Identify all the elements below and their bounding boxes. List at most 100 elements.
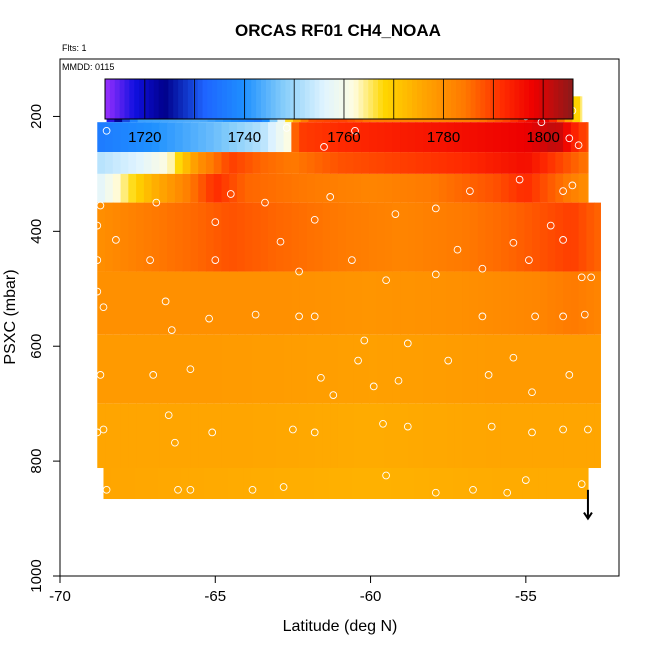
- heatmap-cell: [507, 468, 516, 500]
- heatmap-cell: [392, 122, 401, 153]
- heatmap-cell: [299, 334, 308, 404]
- heatmap-cell: [330, 122, 339, 153]
- heatmap-cell: [244, 152, 254, 174]
- heatmap-cell: [483, 468, 493, 500]
- heatmap-cell: [578, 271, 587, 335]
- colorbar-swatch: [202, 79, 208, 119]
- heatmap-cell: [283, 271, 292, 335]
- heatmap-cell: [143, 334, 153, 404]
- x-tick-label: -60: [360, 588, 382, 605]
- heatmap-cell: [577, 468, 586, 500]
- sample-point: [453, 245, 462, 254]
- colorbar-swatch: [285, 79, 291, 119]
- sample-point: [93, 256, 102, 264]
- heatmap-cell: [112, 271, 122, 335]
- heatmap-cell: [182, 202, 192, 272]
- heatmap-cell: [563, 334, 572, 404]
- colorbar-swatch: [421, 79, 428, 119]
- heatmap-cell: [112, 173, 122, 203]
- heatmap-cell: [299, 122, 308, 153]
- heatmap-cell: [361, 173, 370, 203]
- sample-point: [354, 356, 362, 365]
- heatmap-cell: [244, 403, 254, 469]
- colorbar-swatch: [392, 79, 398, 119]
- sample-point: [211, 218, 220, 226]
- heatmap-cell: [421, 468, 431, 500]
- heatmap-cell: [539, 334, 549, 404]
- heatmap-cell: [120, 173, 129, 203]
- sample-point: [146, 256, 154, 264]
- heatmap-cell: [174, 334, 184, 404]
- colorbar-swatch: [275, 79, 281, 119]
- heatmap-cell: [345, 202, 355, 272]
- heatmap-cell: [136, 403, 145, 469]
- colorbar-swatch: [558, 79, 564, 119]
- surface-arrow: [583, 489, 593, 521]
- heatmap-cell: [337, 173, 347, 203]
- heatmap-cell: [299, 202, 308, 272]
- colorbar-swatch: [236, 79, 243, 119]
- heatmap-cell: [136, 271, 145, 335]
- heatmap-cell: [477, 173, 487, 203]
- heatmap-cell: [221, 152, 230, 174]
- heatmap-cell: [524, 152, 533, 174]
- heatmap-cell: [555, 173, 564, 203]
- sample-point: [320, 143, 328, 151]
- heatmap-cell: [532, 271, 541, 335]
- colorbar-swatch: [339, 79, 345, 119]
- sample-point: [152, 198, 161, 207]
- heatmap-cell: [190, 173, 199, 203]
- heatmap-cell: [454, 334, 463, 404]
- chart-title: ORCAS RF01 CH4_NOAA: [235, 21, 441, 40]
- heatmap-cell: [454, 173, 463, 203]
- heatmap-cell: [134, 468, 143, 500]
- heatmap-cell: [268, 152, 277, 174]
- heatmap-cell: [491, 468, 501, 500]
- sample-point: [348, 256, 356, 264]
- heatmap-cell: [143, 403, 153, 469]
- heatmap-cell: [547, 122, 556, 153]
- heatmap-cell: [563, 271, 572, 335]
- heatmap-cell: [500, 403, 510, 469]
- colorbar-swatch: [553, 79, 559, 119]
- heatmap-cell: [462, 173, 471, 203]
- sample-point: [93, 221, 102, 230]
- heatmap-cell: [431, 334, 440, 404]
- heatmap-cell: [275, 152, 285, 174]
- colorbar-swatch: [475, 79, 481, 119]
- heatmap-cell: [97, 334, 106, 404]
- colorbar-swatch: [534, 79, 540, 119]
- heatmap-cell: [563, 173, 572, 203]
- colorbar-swatch: [168, 79, 174, 119]
- heatmap-cell: [500, 202, 510, 272]
- colorbar-swatch: [212, 79, 218, 119]
- colorbar-swatch: [334, 79, 340, 119]
- sample-point: [382, 471, 390, 480]
- heatmap-cell: [243, 468, 252, 500]
- heatmap-cell: [167, 271, 176, 335]
- heatmap-cell: [406, 468, 415, 500]
- heatmap-cell: [586, 122, 589, 153]
- heatmap-cell: [297, 468, 306, 500]
- heatmap-cell: [384, 271, 393, 335]
- heatmap-cell: [353, 403, 362, 469]
- heatmap-cell: [260, 122, 269, 153]
- sample-point: [310, 215, 319, 224]
- heatmap-cell: [423, 122, 432, 153]
- colorbar-swatch: [153, 79, 160, 119]
- colorbar-tick-label: 1780: [427, 129, 460, 146]
- heatmap-cell: [159, 271, 168, 335]
- heatmap-cell: [237, 122, 246, 153]
- sample-point: [317, 373, 325, 382]
- heatmap-cell: [580, 96, 583, 123]
- heatmap-cell: [268, 173, 277, 203]
- colorbar-swatch: [173, 79, 179, 119]
- heatmap-cell: [268, 403, 277, 469]
- colorbar-swatch: [129, 79, 135, 119]
- heatmap-cell: [313, 468, 322, 500]
- heatmap-cell: [345, 271, 355, 335]
- sample-point: [205, 314, 213, 323]
- heatmap-cell: [283, 152, 292, 174]
- colorbar-swatch: [363, 79, 369, 119]
- heatmap-cell: [205, 271, 215, 335]
